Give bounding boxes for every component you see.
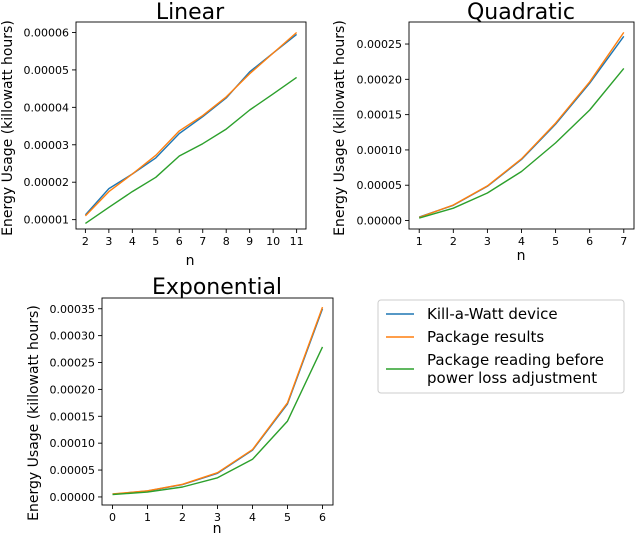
chart-title: Quadratic [467, 0, 575, 25]
x-tick-label: 3 [105, 235, 112, 248]
y-tick-label: 0.00005 [24, 64, 70, 77]
x-axis-label: n [186, 253, 195, 269]
legend-label: Package results [427, 328, 544, 346]
y-tick-label: 0.00005 [50, 464, 96, 477]
x-tick-label: 4 [129, 235, 136, 248]
x-tick-label: 2 [179, 511, 186, 524]
x-tick-label: 8 [223, 235, 230, 248]
y-tick-label: 0.00020 [50, 383, 96, 396]
legend-label: power loss adjustment [427, 369, 597, 387]
x-tick-label: 9 [246, 235, 253, 248]
series-line-package-reading-before-power-loss-adjustment [419, 67, 625, 219]
legend-frame [377, 299, 625, 394]
y-tick-label: 0.00000 [357, 215, 403, 228]
series-line-kill-a-watt-device [112, 308, 324, 495]
x-tick-label: 2 [450, 235, 457, 248]
x-tick-label: 4 [518, 235, 525, 248]
x-tick-label: 7 [199, 235, 206, 248]
x-tick-label: 1 [416, 235, 423, 248]
chart-quadratic: Quadratic Energy Usage (killowatt hours)… [332, 0, 635, 264]
y-tick-label: 0.00020 [357, 73, 403, 86]
chart-exponential: Exponential Energy Usage (killowatt hour… [26, 275, 334, 536]
x-tick-label: 6 [586, 235, 593, 248]
y-tick-label: 0.00015 [357, 109, 403, 122]
x-tick-label: 5 [152, 235, 159, 248]
axes-frame [75, 21, 307, 230]
x-tick-label: 6 [319, 511, 326, 524]
y-tick-label: 0.00003 [24, 139, 70, 152]
series-line-package-reading-before-power-loss-adjustment [112, 346, 324, 496]
legend-label: Package reading before [427, 351, 604, 369]
y-tick-label: 0.00001 [24, 214, 70, 227]
y-tick-label: 0.00006 [24, 26, 70, 39]
y-tick-label: 0.00000 [50, 491, 96, 504]
axes-frame [408, 21, 635, 230]
y-tick-label: 0.00015 [50, 410, 96, 423]
series-line-package-reading-before-power-loss-adjustment [85, 76, 298, 224]
y-axis-label: Energy Usage (killowatt hours) [332, 20, 348, 236]
x-tick-label: 0 [109, 511, 116, 524]
x-tick-label: 5 [284, 511, 291, 524]
x-tick-label: 7 [620, 235, 627, 248]
y-tick-label: 0.00025 [357, 38, 403, 51]
y-tick-label: 0.00025 [50, 357, 96, 370]
y-tick-label: 0.00030 [50, 330, 96, 343]
x-tick-label: 2 [82, 235, 89, 248]
x-tick-label: 3 [214, 511, 221, 524]
x-tick-label: 6 [176, 235, 183, 248]
y-axis-label: Energy Usage (killowatt hours) [26, 305, 42, 521]
legend: Kill-a-Watt device Package results Package… [377, 299, 625, 394]
x-tick-label: 5 [552, 235, 559, 248]
x-axis-label: n [517, 248, 526, 264]
y-tick-label: 0.00004 [24, 101, 70, 114]
series-line-package-results [112, 306, 324, 495]
legend-label: Kill-a-Watt device [427, 305, 558, 323]
x-tick-label: 10 [266, 235, 280, 248]
series-line-kill-a-watt-device [418, 35, 625, 218]
y-tick-label: 0.00035 [50, 303, 96, 316]
y-axis-label: Energy Usage (killowatt hours) [0, 20, 16, 236]
y-tick-label: 0.00002 [24, 176, 70, 189]
series-line-package-results [418, 32, 625, 219]
y-tick-label: 0.00005 [357, 179, 403, 192]
series-line-package-results [84, 31, 298, 217]
x-tick-label: 3 [484, 235, 491, 248]
x-tick-label: 11 [290, 235, 304, 248]
chart-linear: Linear Energy Usage (killowatt hours) n … [0, 0, 307, 269]
chart-title: Exponential [152, 275, 282, 300]
x-tick-label: 1 [144, 511, 151, 524]
x-axis-label: n [213, 521, 222, 536]
chart-title: Linear [156, 0, 225, 25]
y-tick-label: 0.00010 [50, 437, 96, 450]
y-tick-label: 0.00010 [357, 144, 403, 157]
x-tick-label: 4 [249, 511, 256, 524]
series-line-kill-a-watt-device [84, 33, 298, 216]
